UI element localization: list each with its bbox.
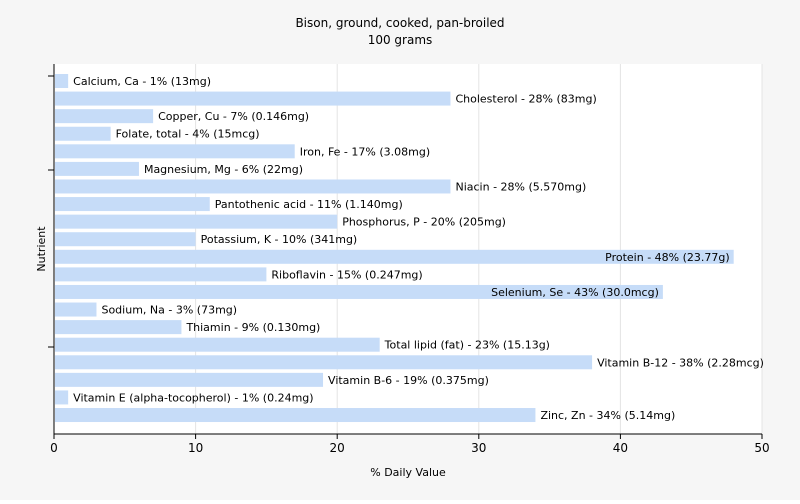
bar-label: Vitamin B-6 - 19% (0.375mg) [328, 374, 489, 387]
bar [55, 144, 295, 159]
bar-label: Selenium, Se - 43% (30.0mcg) [491, 286, 659, 299]
bar-label: Vitamin E (alpha-tocopherol) - 1% (0.24m… [73, 391, 313, 404]
x-tick-label: 10 [188, 441, 203, 455]
bar-label: Zinc, Zn - 34% (5.14mg) [540, 409, 675, 422]
bar-label: Pantothenic acid - 11% (1.140mg) [215, 198, 403, 211]
bar-label: Copper, Cu - 7% (0.146mg) [158, 110, 309, 123]
bar-label: Sodium, Na - 3% (73mg) [101, 304, 237, 317]
bar-label: Total lipid (fat) - 23% (15.13g) [384, 339, 550, 352]
bar-label: Potassium, K - 10% (341mg) [201, 233, 358, 246]
bar-label: Thiamin - 9% (0.130mg) [185, 321, 320, 334]
bars-group [55, 74, 734, 423]
bar [55, 249, 734, 264]
bar-label: Riboflavin - 15% (0.247mg) [271, 268, 422, 281]
x-axis-title: % Daily Value [370, 466, 446, 479]
chart-title: Bison, ground, cooked, pan-broiled [295, 16, 504, 30]
bar [55, 408, 536, 423]
bar [55, 372, 324, 387]
x-tick-label: 30 [471, 441, 486, 455]
bar-label: Phosphorus, P - 20% (205mg) [342, 216, 506, 229]
bar [55, 284, 663, 299]
bar [55, 161, 139, 176]
x-tick-label: 0 [50, 441, 58, 455]
x-tick-label: 40 [613, 441, 628, 455]
x-tick-label: 20 [330, 441, 345, 455]
bar-label: Protein - 48% (23.77g) [605, 251, 730, 264]
bar [55, 337, 380, 352]
x-tick-label: 50 [754, 441, 769, 455]
bar-label: Iron, Fe - 17% (3.08mg) [300, 145, 430, 158]
bar-labels-group: Calcium, Ca - 1% (13mg) Cholesterol - 28%… [73, 75, 764, 422]
bar [55, 302, 97, 317]
bar [55, 109, 154, 124]
plot-area [54, 64, 762, 434]
bar [55, 320, 182, 335]
bar [55, 232, 196, 247]
bar-label: Magnesium, Mg - 6% (22mg) [144, 163, 303, 176]
bar-label: Cholesterol - 28% (83mg) [455, 93, 596, 106]
bar [55, 74, 69, 88]
bar [55, 91, 451, 106]
axes-group: 0 10 20 30 40 50 [48, 64, 770, 455]
bar-label: Niacin - 28% (5.570mg) [455, 180, 586, 193]
bar-label: Vitamin B-12 - 38% (2.28mcg) [597, 356, 764, 369]
bar-label: Calcium, Ca - 1% (13mg) [73, 75, 211, 88]
bar [55, 355, 593, 370]
bar-label: Folate, total - 4% (15mcg) [116, 128, 260, 141]
bar [55, 214, 338, 229]
bar [55, 267, 267, 282]
bar [55, 390, 69, 405]
bar [55, 126, 111, 141]
grid-lines [195, 64, 763, 434]
chart-subtitle: 100 grams [368, 33, 433, 47]
y-axis-title: Nutrient [35, 226, 48, 272]
bar [55, 179, 451, 194]
bar [55, 197, 210, 212]
